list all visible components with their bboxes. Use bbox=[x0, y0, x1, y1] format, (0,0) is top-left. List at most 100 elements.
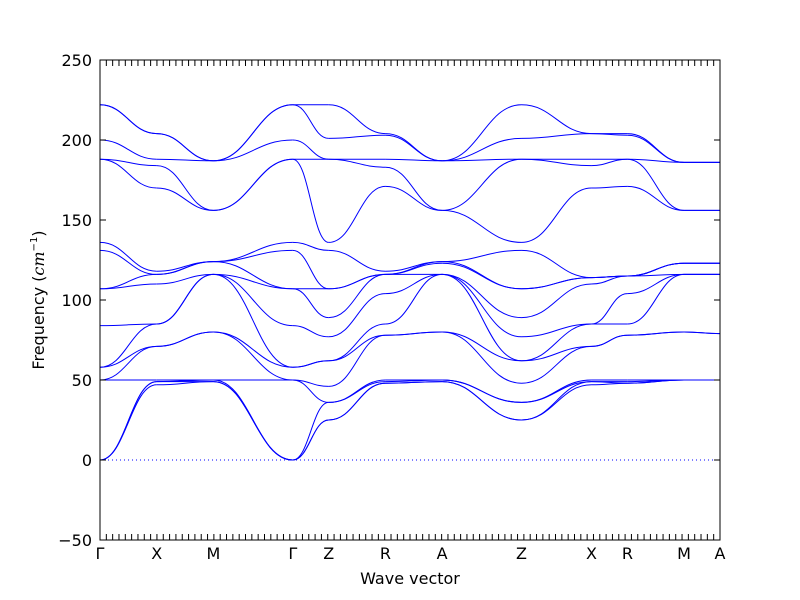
band-17-segment-7 bbox=[442, 104, 522, 162]
band-7-segment-10 bbox=[627, 273, 685, 325]
y-axis-ticks: −50 0 50 100 150 200 250 bbox=[58, 51, 720, 550]
band-11-segment-1 bbox=[99, 249, 157, 275]
x-tick-label: A bbox=[437, 544, 448, 563]
band-15-segment-4 bbox=[292, 139, 329, 160]
band-12-segment-7 bbox=[442, 249, 522, 263]
y-tick-label: 0 bbox=[82, 451, 92, 470]
band-13-segment-9 bbox=[591, 185, 628, 189]
band-17-segment-6 bbox=[385, 133, 443, 162]
band-4-segment-7 bbox=[442, 379, 522, 403]
band-11-segment-8 bbox=[521, 277, 592, 290]
band-12-segment-8 bbox=[521, 249, 592, 279]
plot-background bbox=[100, 60, 720, 540]
x-tick-label: X bbox=[151, 544, 162, 563]
band-13-segment-4 bbox=[292, 158, 329, 243]
band-9-segment-5 bbox=[328, 273, 386, 319]
band-12-segment-10 bbox=[627, 262, 685, 277]
band-9-segment-4 bbox=[292, 288, 329, 319]
band-11-segment-5 bbox=[328, 273, 386, 290]
band-14-segment-2 bbox=[156, 165, 214, 211]
x-tick-label: R bbox=[622, 544, 633, 563]
band-2-segment-6 bbox=[385, 381, 443, 384]
band-5-segment-3 bbox=[213, 331, 293, 381]
band-6-segment-7 bbox=[442, 331, 522, 362]
band-7-segment-7 bbox=[442, 273, 522, 362]
band-3-segment-4 bbox=[292, 401, 329, 461]
band-2-segment-7 bbox=[442, 381, 522, 421]
band-9-segment-8 bbox=[521, 283, 592, 319]
band-12-segment-3 bbox=[213, 241, 293, 263]
band-15-segment-1 bbox=[99, 139, 157, 160]
band-7-segment-6 bbox=[385, 273, 443, 325]
band-2-segment-5 bbox=[328, 382, 386, 421]
band-5-segment-4 bbox=[292, 379, 329, 387]
phonon-bands bbox=[99, 104, 721, 461]
band-14-segment-6 bbox=[385, 166, 443, 211]
band-13-segment-5 bbox=[328, 185, 386, 243]
band-13-segment-10 bbox=[627, 185, 685, 211]
x-tick-label: A bbox=[715, 544, 726, 563]
y-tick-label: −50 bbox=[58, 531, 92, 550]
band-8-segment-7 bbox=[442, 273, 522, 338]
band-8-segment-5 bbox=[328, 293, 386, 338]
band-4-segment-8 bbox=[521, 379, 592, 403]
band-6-segment-3 bbox=[213, 331, 293, 368]
band-13-segment-8 bbox=[521, 187, 592, 243]
x-tick-label: Z bbox=[323, 544, 334, 563]
band-17-segment-5 bbox=[328, 104, 386, 135]
band-12-segment-9 bbox=[591, 275, 628, 279]
band-16-segment-4 bbox=[292, 104, 329, 139]
band-5-segment-5 bbox=[328, 334, 386, 387]
band-12-segment-5 bbox=[328, 249, 386, 272]
band-12-segment-2 bbox=[156, 261, 214, 272]
band-5-segment-7 bbox=[442, 331, 522, 384]
band-7-segment-8 bbox=[521, 323, 592, 362]
y-tick-label: 200 bbox=[61, 131, 92, 150]
band-11-segment-7 bbox=[442, 261, 522, 290]
band-17-segment-1 bbox=[99, 104, 157, 135]
band-6-segment-10 bbox=[627, 331, 685, 336]
band-7-segment-5 bbox=[328, 323, 386, 362]
band-4-segment-5 bbox=[328, 379, 386, 403]
band-7-segment-3 bbox=[213, 273, 293, 368]
band-8-segment-3 bbox=[213, 273, 293, 327]
band-17-segment-2 bbox=[156, 133, 214, 162]
band-17-segment-8 bbox=[521, 104, 592, 135]
band-12-segment-1 bbox=[99, 241, 157, 272]
band-14-segment-1 bbox=[99, 158, 157, 167]
band-6-segment-2 bbox=[156, 331, 214, 347]
band-6-segment-6 bbox=[385, 331, 443, 336]
band-6-segment-9 bbox=[591, 334, 628, 347]
band-7-segment-1 bbox=[99, 323, 157, 368]
x-tick-label: X bbox=[586, 544, 597, 563]
band-12-segment-4 bbox=[292, 241, 329, 251]
band-14-segment-3 bbox=[213, 158, 293, 211]
band-5-segment-8 bbox=[521, 345, 592, 384]
band-8-segment-4 bbox=[292, 325, 329, 338]
y-tick-label: 150 bbox=[61, 211, 92, 230]
band-8-segment-6 bbox=[385, 273, 443, 295]
x-tick-label: R bbox=[380, 544, 391, 563]
band-13-segment-1 bbox=[99, 158, 157, 189]
band-9-segment-7 bbox=[442, 273, 522, 319]
band-17-segment-3 bbox=[213, 104, 293, 162]
band-10-segment-3 bbox=[213, 261, 293, 290]
x-axis-label: Wave vector bbox=[360, 569, 460, 588]
band-7-segment-4 bbox=[292, 360, 329, 368]
x-tick-label: Z bbox=[516, 544, 527, 563]
band-8-segment-1 bbox=[99, 323, 157, 327]
band-3-segment-3 bbox=[213, 379, 293, 461]
band-3-segment-1 bbox=[99, 381, 157, 461]
y-tick-label: 250 bbox=[61, 51, 92, 70]
band-16-segment-7 bbox=[442, 137, 522, 162]
band-16-segment-8 bbox=[521, 133, 592, 139]
band-10-segment-1 bbox=[99, 273, 157, 290]
band-14-segment-10 bbox=[627, 158, 685, 211]
band-17-segment-10 bbox=[627, 133, 685, 163]
x-tick-label: Γ bbox=[96, 544, 105, 563]
band-13-segment-7 bbox=[442, 209, 522, 243]
band-15-segment-3 bbox=[213, 139, 293, 162]
band-14-segment-7 bbox=[442, 158, 522, 211]
